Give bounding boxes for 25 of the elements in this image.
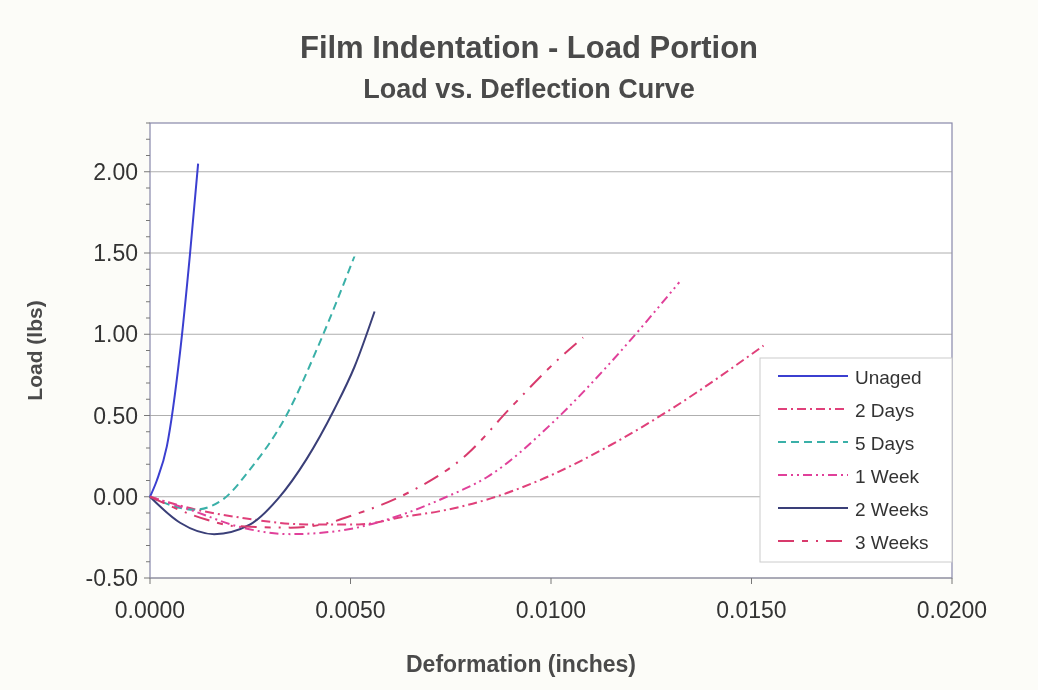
legend-label: 2 Days — [855, 400, 915, 421]
y-tick-label: -0.50 — [85, 565, 138, 591]
x-tick-label: 0.0050 — [315, 597, 386, 623]
legend-label: 3 Weeks — [855, 532, 929, 553]
line-series — [149, 281, 681, 536]
chart-title: Film Indentation - Load Portion — [299, 30, 759, 65]
y-tick-label: 2.00 — [93, 158, 138, 185]
legend-label: Unaged — [855, 367, 922, 388]
line-series — [149, 310, 376, 536]
y-axis-title: Load (lbs) — [23, 300, 46, 401]
x-tick-label: 0.0100 — [515, 597, 587, 623]
chart-subtitle: Load vs. Deflection Curve — [363, 74, 695, 104]
line-series — [149, 336, 585, 529]
y-tick-label: 0.00 — [93, 483, 138, 510]
legend-label: 2 Weeks — [855, 499, 929, 520]
y-tick-label: 1.50 — [93, 240, 138, 266]
line-series — [149, 162, 200, 498]
x-tick-label: 0.0150 — [716, 597, 787, 623]
legend-label: 5 Days — [855, 433, 915, 454]
y-tick-label: 1.00 — [93, 321, 138, 348]
x-axis-title: Deformation (inches) — [405, 651, 637, 677]
y-tick-label: 0.50 — [93, 402, 138, 429]
legend-label: 1 Week — [855, 466, 920, 487]
x-tick-label: 0.0000 — [114, 597, 186, 623]
x-tick-label: 0.0200 — [916, 597, 988, 623]
